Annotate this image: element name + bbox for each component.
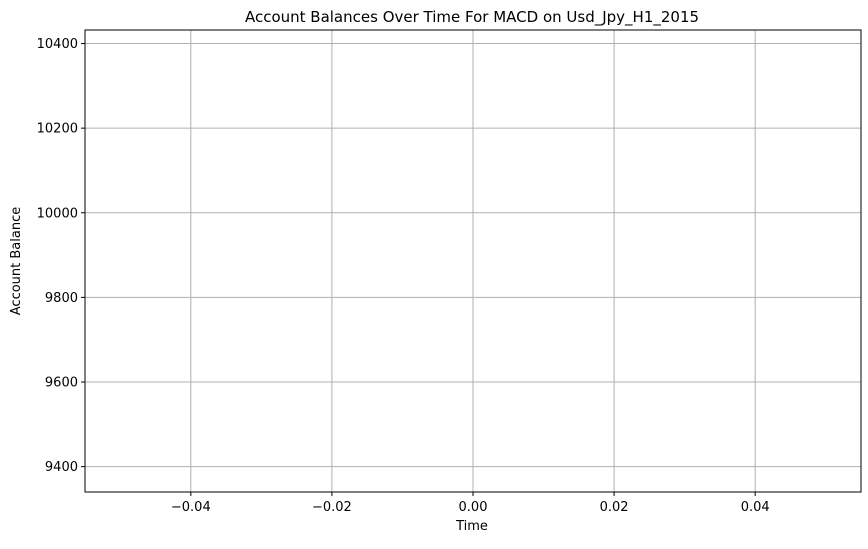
x-tick-label: 0.04 — [741, 500, 770, 515]
chart-title: Account Balances Over Time For MACD on U… — [245, 8, 699, 27]
x-tick-label: −0.02 — [312, 500, 352, 515]
y-tick-label: 9800 — [45, 291, 78, 306]
x-tick-label: −0.04 — [171, 500, 211, 515]
tick-layer: −0.04 −0.02 0.00 0.02 0.04 9400 9600 9800 10000 1… — [37, 37, 770, 515]
y-tick-label: 10400 — [37, 37, 78, 52]
y-tick-label: 9400 — [45, 460, 78, 475]
x-axis-label: Time — [455, 519, 488, 534]
y-tick-label: 10200 — [37, 122, 78, 137]
x-tick-label: 0.00 — [459, 500, 488, 515]
y-tick-label: 10000 — [37, 206, 78, 221]
y-tick-label: 9600 — [45, 376, 78, 391]
grid-lines — [85, 30, 861, 492]
x-tick-label: 0.02 — [600, 500, 629, 515]
y-axis-label: Account Balance — [9, 207, 24, 315]
